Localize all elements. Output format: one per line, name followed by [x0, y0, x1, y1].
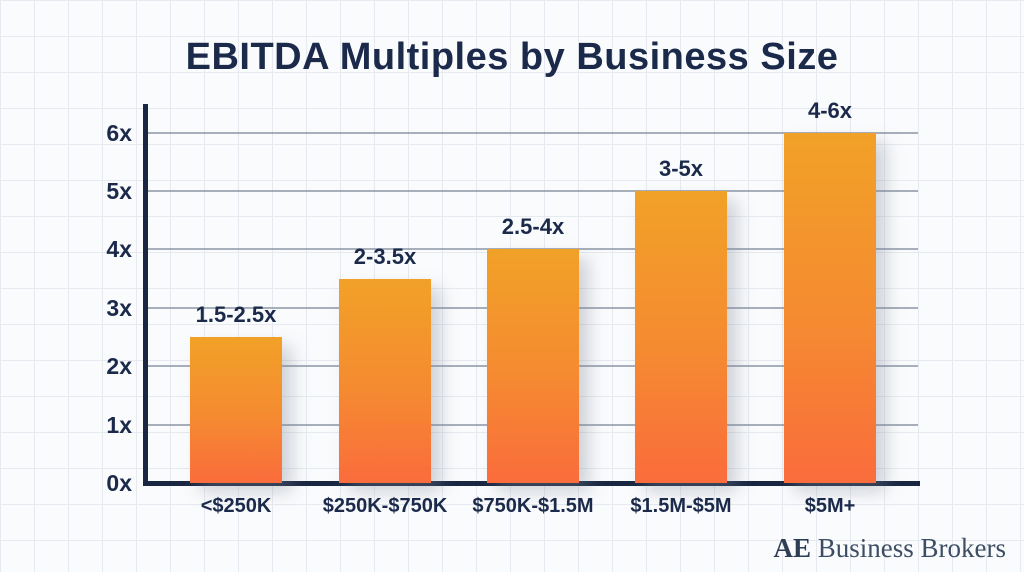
bar-$1.5M-$5M: [635, 191, 727, 483]
y-tick-label-4x: 4x: [106, 236, 132, 263]
brand-logo: AE Business Brokers: [773, 533, 1006, 564]
y-tick-label-3x: 3x: [106, 294, 132, 321]
bar-value-label-4-6x: 4-6x: [807, 97, 853, 123]
y-tick-label-5x: 5x: [106, 178, 132, 204]
x-tick-label-$1.5M-$5M: $1.5M-$5M: [630, 495, 732, 517]
x-tick-label-$5M+: $5M+: [804, 495, 856, 517]
y-tick-label-2x: 2x: [106, 353, 132, 380]
x-tick-label-$250K-$750K: $250K-$750K: [322, 495, 448, 517]
bar-$5M+: [784, 132, 876, 483]
gridline-6x: [148, 131, 918, 134]
y-tick-label-6x: 6x: [106, 119, 132, 146]
y-axis-line: [143, 104, 148, 486]
y-tick-label-0x: 0x: [106, 470, 132, 496]
bar-value-label-3-5x: 3-5x: [658, 156, 704, 181]
gridline-5x: [148, 190, 918, 192]
chart-title: EBITDA Multiples by Business Size: [185, 36, 839, 78]
bar-value-label-2.5-4x: 2.5-4x: [501, 214, 565, 240]
bar-$250K-$750K: [339, 278, 431, 483]
logo-name-text: Business Brokers: [811, 533, 1006, 563]
y-tick-label-1x: 1x: [106, 411, 132, 438]
x-axis-line: [143, 481, 920, 486]
bar-value-label-1.5-2.5x: 1.5-2.5x: [195, 302, 277, 327]
logo-ae-text: AE: [773, 533, 811, 563]
x-tick-label-<$250K: <$250K: [200, 495, 272, 517]
bar-value-label-2-3.5x: 2-3.5x: [353, 243, 417, 269]
bar-<$250K: [190, 337, 282, 483]
x-tick-label-$750K-$1.5M: $750K-$1.5M: [472, 495, 594, 517]
bar-$750K-$1.5M: [487, 249, 579, 483]
